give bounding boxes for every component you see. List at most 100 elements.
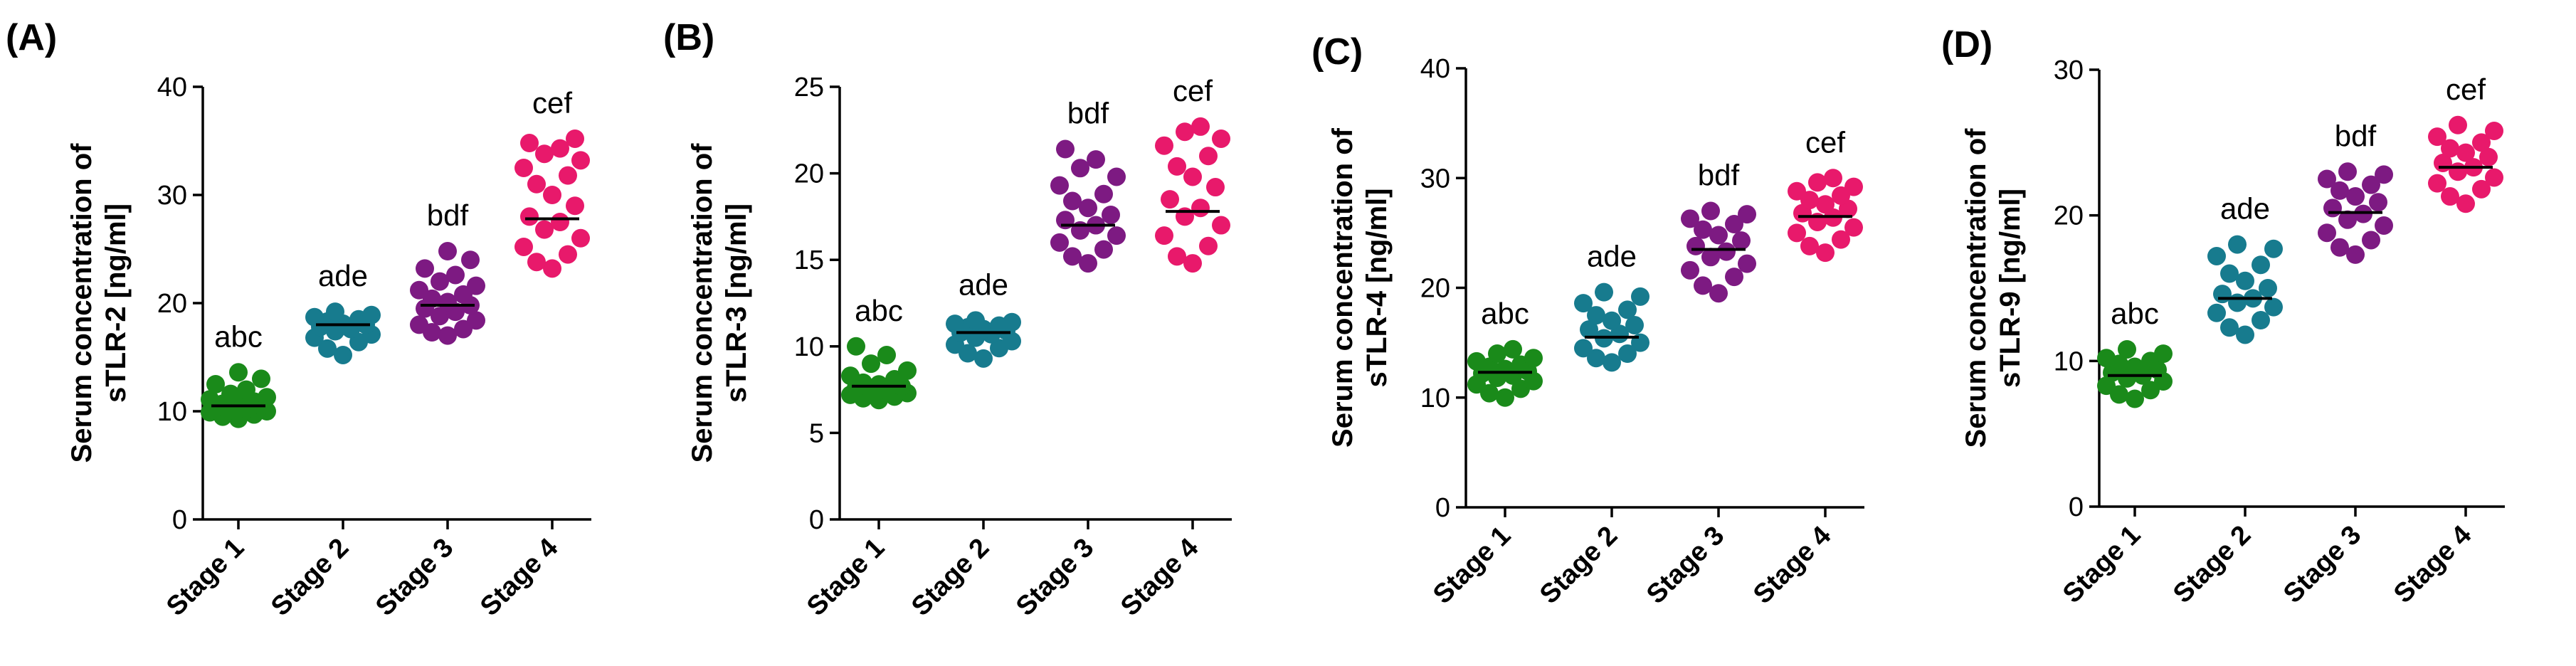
y-axis-label: Serum concentration of — [1960, 128, 1992, 448]
data-point — [1063, 191, 1082, 211]
x-tick-label: Stage 2 — [906, 533, 995, 622]
data-point — [2338, 210, 2357, 229]
data-point — [1168, 247, 1186, 266]
y-tick-label: 25 — [794, 73, 824, 102]
x-tick-label: Stage 3 — [1010, 533, 1099, 622]
data-point — [2264, 239, 2283, 258]
data-point — [2428, 174, 2446, 193]
significance-letters: abc — [2111, 297, 2159, 330]
x-tick-label: Stage 2 — [2168, 520, 2256, 609]
x-tick-label: Stage 4 — [475, 533, 564, 622]
significance-letters: abc — [214, 319, 263, 353]
x-tick-label: Stage 1 — [1427, 521, 1516, 610]
data-point — [2346, 245, 2365, 264]
panel-letter: (C) — [1311, 31, 1363, 73]
x-tick-label: Stage 2 — [265, 533, 354, 622]
data-point — [1176, 122, 1194, 142]
data-point — [1686, 236, 1705, 255]
data-point — [1212, 129, 1230, 148]
y-axis-label: sTLR-9 [ng/ml] — [1995, 189, 2026, 388]
data-point — [1832, 230, 1850, 249]
y-axis-label: Serum concentration of — [66, 143, 97, 463]
data-point — [2338, 162, 2357, 181]
data-point — [2485, 168, 2503, 187]
data-point — [2449, 115, 2467, 134]
data-point — [1071, 159, 1089, 178]
significance-letters: cef — [532, 86, 572, 120]
data-point — [535, 144, 554, 164]
data-point — [334, 345, 352, 364]
data-point — [2456, 194, 2475, 213]
data-point — [2252, 311, 2270, 330]
data-point — [1161, 190, 1179, 209]
data-point — [2318, 223, 2336, 243]
data-point — [1524, 349, 1543, 368]
data-point — [2220, 264, 2239, 283]
data-point — [252, 369, 270, 388]
y-tick-label: 20 — [157, 289, 187, 319]
chart-panel-d: (D) Serum concentration of sTLR-9 [ng/ml] 0… — [1941, 24, 2505, 609]
data-point — [1102, 205, 1120, 224]
data-point — [461, 250, 480, 270]
y-axis-label: Serum concentration of — [687, 143, 718, 463]
data-point — [2362, 231, 2380, 250]
data-point — [410, 280, 428, 300]
data-point — [1050, 233, 1069, 252]
data-point — [1816, 195, 1835, 214]
data-point — [898, 361, 917, 380]
data-point — [1725, 268, 1743, 287]
data-point — [1574, 294, 1593, 313]
data-point — [431, 272, 449, 291]
data-point — [551, 139, 569, 158]
data-point — [1079, 199, 1097, 218]
data-point — [2236, 271, 2254, 290]
data-point — [514, 237, 533, 256]
y-axis-label: sTLR-4 [ng/ml] — [1361, 189, 1393, 388]
data-point — [847, 337, 865, 356]
data-point — [2479, 147, 2498, 166]
panel-letter: (B) — [663, 17, 714, 58]
data-point — [2369, 193, 2387, 212]
data-point — [2228, 235, 2247, 254]
data-point — [1183, 254, 1202, 273]
data-point — [2118, 339, 2136, 359]
y-tick-label: 0 — [1435, 493, 1450, 523]
data-point — [2472, 133, 2491, 152]
data-point — [1107, 226, 1126, 245]
y-axis-label: Serum concentration of — [1327, 127, 1358, 448]
data-point — [514, 159, 533, 177]
data-point — [946, 314, 964, 334]
data-point — [318, 339, 337, 358]
data-point — [566, 129, 584, 148]
data-point — [1587, 349, 1605, 368]
data-point — [1079, 254, 1097, 273]
y-tick-label: 40 — [157, 73, 187, 102]
data-point — [2441, 187, 2459, 206]
x-tick-label: Stage 3 — [2278, 520, 2367, 609]
data-point — [201, 390, 219, 409]
data-point — [1631, 287, 1649, 306]
significance-letters: bdf — [427, 199, 469, 232]
data-point — [1155, 226, 1173, 245]
data-point — [1003, 312, 1021, 332]
data-point — [1738, 205, 1756, 224]
y-tick-label: 20 — [1420, 274, 1450, 304]
significance-letters: ade — [2220, 192, 2270, 226]
data-point — [877, 345, 896, 364]
data-point — [2362, 175, 2380, 194]
data-point — [2346, 187, 2365, 206]
data-point — [2441, 139, 2459, 158]
data-point — [1788, 181, 1806, 201]
data-point — [2207, 303, 2226, 322]
data-point — [1603, 311, 1621, 330]
data-point — [1701, 248, 1720, 267]
data-point — [2485, 121, 2503, 140]
data-point — [2252, 255, 2270, 275]
data-point — [258, 388, 276, 407]
data-point — [416, 259, 434, 278]
x-tick-label: Stage 1 — [2057, 520, 2146, 609]
data-point — [1155, 136, 1173, 155]
x-tick-label: Stage 4 — [1748, 521, 1837, 610]
data-point — [1094, 240, 1113, 259]
